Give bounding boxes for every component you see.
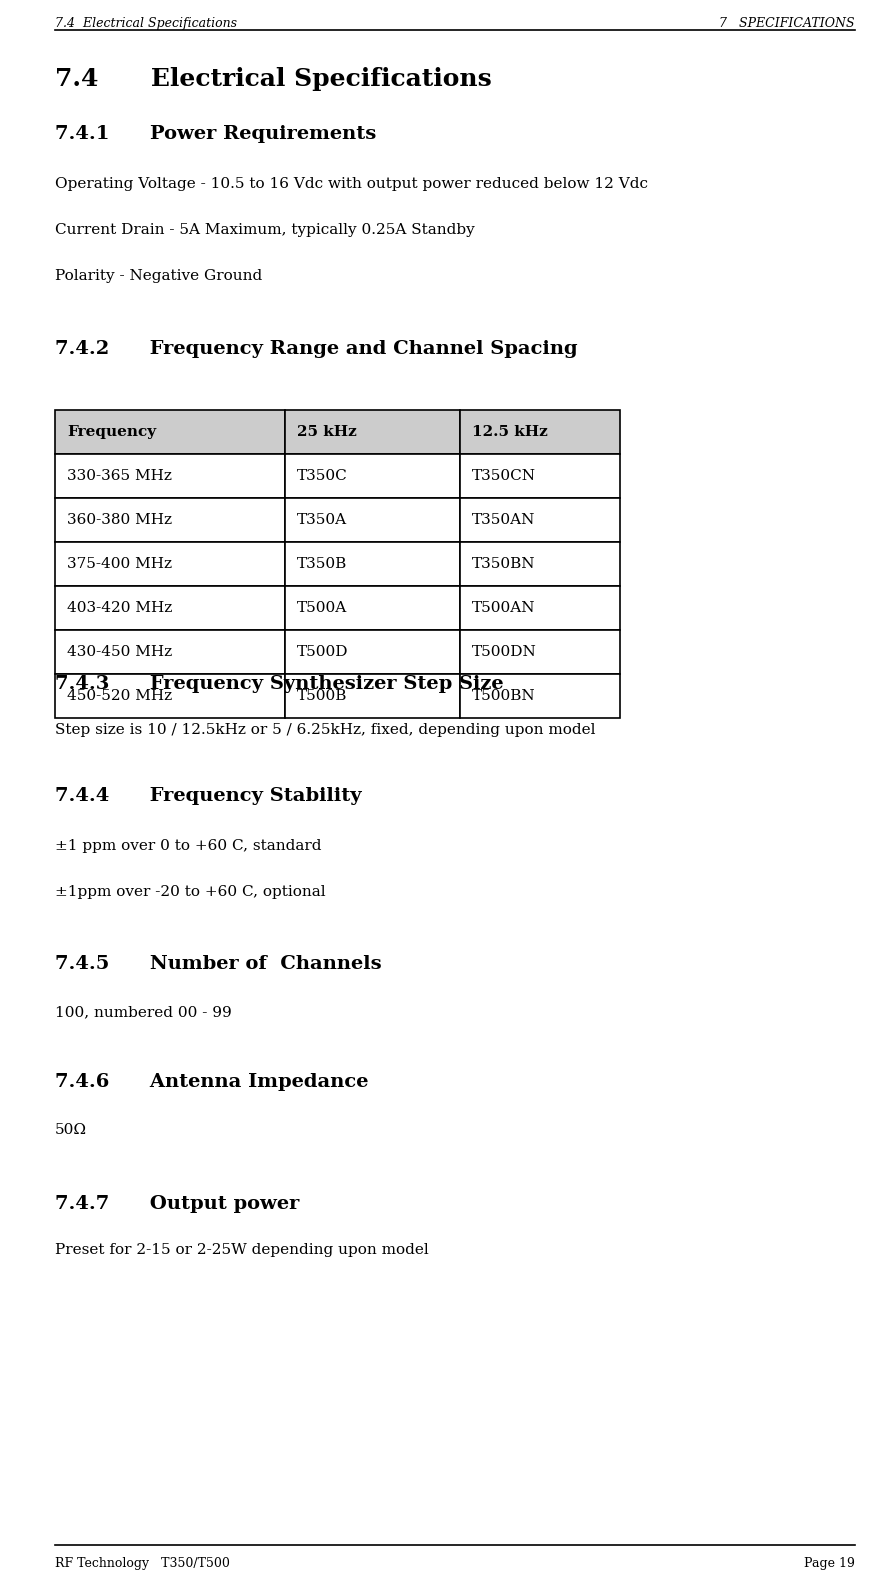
Bar [285,542,460,585]
Text: T500AN: T500AN [472,601,535,616]
Text: 430-450 MHz: 430-450 MHz [67,644,172,659]
Bar [55,455,285,498]
Text: 403-420 MHz: 403-420 MHz [67,601,172,616]
Text: T500D: T500D [297,644,348,659]
Bar [55,630,285,675]
Text: T350AN: T350AN [472,514,535,526]
Text: T350CN: T350CN [472,469,536,483]
Text: T350A: T350A [297,514,347,526]
Text: ±1 ppm over 0 to +60 C, standard: ±1 ppm over 0 to +60 C, standard [55,839,322,853]
Bar [460,630,620,675]
Text: 7   SPECIFICATIONS: 7 SPECIFICATIONS [719,18,855,30]
Text: 25 kHz: 25 kHz [297,424,356,439]
Bar [285,455,460,498]
Text: T350BN: T350BN [472,557,535,571]
Bar [55,410,285,455]
Text: 450-520 MHz: 450-520 MHz [67,689,172,703]
Bar [55,498,285,542]
Bar [55,675,285,718]
Bar [285,630,460,675]
Text: 7.4.4      Frequency Stability: 7.4.4 Frequency Stability [55,786,362,805]
Bar [285,498,460,542]
Bar [460,675,620,718]
Bar [460,455,620,498]
Text: 7.4.2      Frequency Range and Channel Spacing: 7.4.2 Frequency Range and Channel Spacin… [55,340,577,357]
Text: RF Technology   T350/T500: RF Technology T350/T500 [55,1557,230,1569]
Text: Page 19: Page 19 [804,1557,855,1569]
Text: Step size is 10 / 12.5kHz or 5 / 6.25kHz, fixed, depending upon model: Step size is 10 / 12.5kHz or 5 / 6.25kHz… [55,723,595,737]
Text: 330-365 MHz: 330-365 MHz [67,469,172,483]
Text: T500DN: T500DN [472,644,536,659]
Text: 7.4.5      Number of  Channels: 7.4.5 Number of Channels [55,955,381,973]
Text: 7.4.3      Frequency Synthesizer Step Size: 7.4.3 Frequency Synthesizer Step Size [55,675,503,692]
Bar [460,410,620,455]
Bar [285,410,460,455]
Text: 12.5 kHz: 12.5 kHz [472,424,548,439]
Text: Current Drain - 5A Maximum, typically 0.25A Standby: Current Drain - 5A Maximum, typically 0.… [55,223,475,238]
Bar [285,675,460,718]
Text: 100, numbered 00 - 99: 100, numbered 00 - 99 [55,1005,232,1019]
Text: 360-380 MHz: 360-380 MHz [67,514,172,526]
Text: T500BN: T500BN [472,689,535,703]
Text: ±1ppm over -20 to +60 C, optional: ±1ppm over -20 to +60 C, optional [55,885,325,900]
Text: Preset for 2-15 or 2-25W depending upon model: Preset for 2-15 or 2-25W depending upon … [55,1243,429,1257]
Bar [460,542,620,585]
Text: 50Ω: 50Ω [55,1123,87,1137]
Bar [460,498,620,542]
Text: Frequency: Frequency [67,424,156,439]
Text: T350B: T350B [297,557,347,571]
Bar [460,585,620,630]
Text: 7.4  Electrical Specifications: 7.4 Electrical Specifications [55,18,237,30]
Text: 375-400 MHz: 375-400 MHz [67,557,172,571]
Text: T500A: T500A [297,601,347,616]
Bar [55,542,285,585]
Text: 7.4.6      Antenna Impedance: 7.4.6 Antenna Impedance [55,1073,369,1091]
Text: Polarity - Negative Ground: Polarity - Negative Ground [55,270,262,282]
Text: 7.4.7      Output power: 7.4.7 Output power [55,1195,299,1214]
Text: Operating Voltage - 10.5 to 16 Vdc with output power reduced below 12 Vdc: Operating Voltage - 10.5 to 16 Vdc with … [55,177,648,191]
Text: 7.4.1      Power Requirements: 7.4.1 Power Requirements [55,124,376,144]
Bar [285,585,460,630]
Bar [55,585,285,630]
Text: T500B: T500B [297,689,347,703]
Text: 7.4      Electrical Specifications: 7.4 Electrical Specifications [55,67,492,91]
Text: T350C: T350C [297,469,347,483]
